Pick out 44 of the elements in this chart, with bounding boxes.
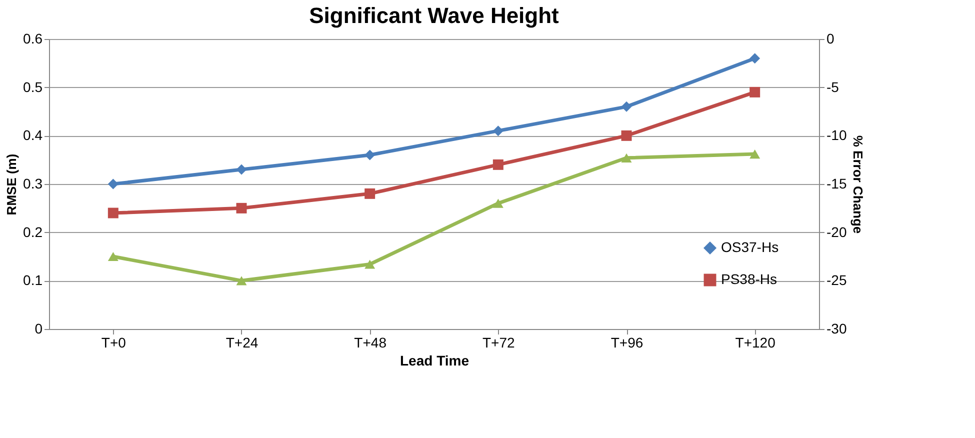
point	[621, 130, 632, 141]
y-tick-label: 0.5	[23, 78, 43, 95]
x-tick-label: T+24	[226, 334, 258, 350]
point	[621, 101, 632, 112]
y-axis-title: RMSE (m)	[4, 154, 20, 216]
x-tick-label: T+120	[735, 334, 776, 350]
y2-tick-label: -5	[826, 78, 840, 95]
point	[364, 150, 376, 160]
y-tick-label: 0.1	[23, 272, 43, 288]
point	[364, 188, 376, 199]
y-tick-label: 0	[34, 320, 43, 336]
point	[750, 53, 760, 64]
point	[236, 202, 247, 214]
x-tick-label: T+96	[610, 334, 644, 350]
point	[621, 153, 632, 162]
point	[108, 178, 118, 190]
point	[492, 159, 504, 170]
y-tick-label: 0.2	[23, 224, 43, 240]
x-tick-label: T+48	[354, 334, 387, 350]
y2-tick-label: -30	[826, 320, 847, 336]
y2-tick-label: -25	[826, 272, 847, 288]
point	[108, 252, 118, 262]
legend-label: PS38-Hs	[721, 271, 778, 287]
point	[492, 126, 504, 136]
y-tick-label: 0.3	[23, 176, 43, 192]
x-axis-title: Lead Time	[400, 352, 470, 368]
point	[364, 260, 376, 269]
y2-tick-label: 0	[826, 30, 834, 46]
point	[108, 208, 118, 218]
y-tick-label: 0.4	[23, 127, 43, 144]
y2-tick-label: -10	[826, 127, 847, 144]
point	[492, 198, 504, 208]
y2-tick-label: -20	[826, 224, 847, 240]
point	[236, 164, 247, 175]
x-tick-label: T+0	[101, 334, 126, 350]
chart-title: Significant Wave Height	[309, 3, 560, 28]
point	[236, 276, 247, 286]
point	[750, 149, 760, 159]
x-tick-label: T+72	[482, 334, 516, 350]
y-tick-label: 0.6	[23, 30, 43, 46]
y2-axis-title: % Error Change	[850, 135, 866, 234]
legend-label: OS37-Hs	[721, 239, 779, 255]
y2-tick-label: -15	[826, 176, 847, 192]
point	[750, 86, 760, 98]
